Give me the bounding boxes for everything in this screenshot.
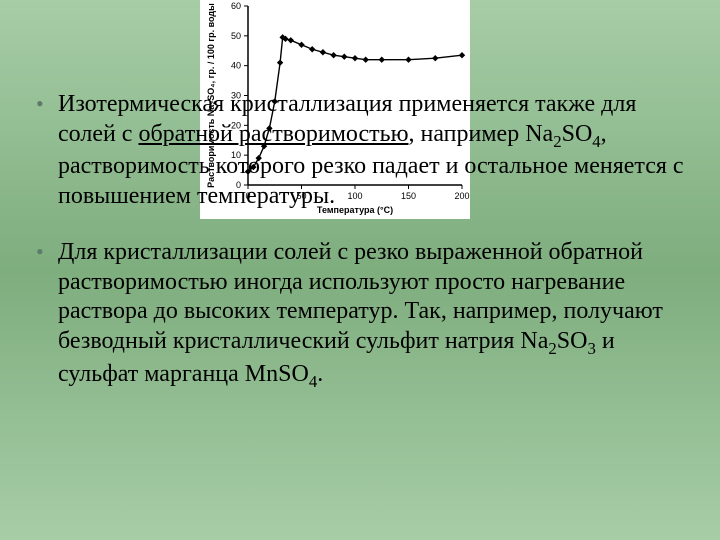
svg-text:60: 60	[231, 1, 241, 11]
b2-sub1: 2	[548, 339, 556, 358]
b1-underlined: обратной растворимостью	[138, 121, 408, 147]
b2-sub3: 4	[309, 372, 317, 391]
b1-sub1: 2	[553, 132, 561, 151]
svg-text:40: 40	[231, 61, 241, 71]
bullet-1: Изотермическая кристаллизация применяетс…	[30, 90, 690, 212]
b2-sub2: 3	[587, 339, 595, 358]
b1-mid: , например Na	[409, 121, 554, 147]
svg-text:50: 50	[231, 31, 241, 41]
b1-mid2: SO	[562, 121, 593, 147]
b2-mid1: SO	[557, 328, 588, 354]
b1-sub2: 4	[592, 132, 600, 151]
bullet-2: Для кристаллизации солей с резко выражен…	[30, 238, 690, 393]
b2-end: .	[317, 361, 323, 387]
